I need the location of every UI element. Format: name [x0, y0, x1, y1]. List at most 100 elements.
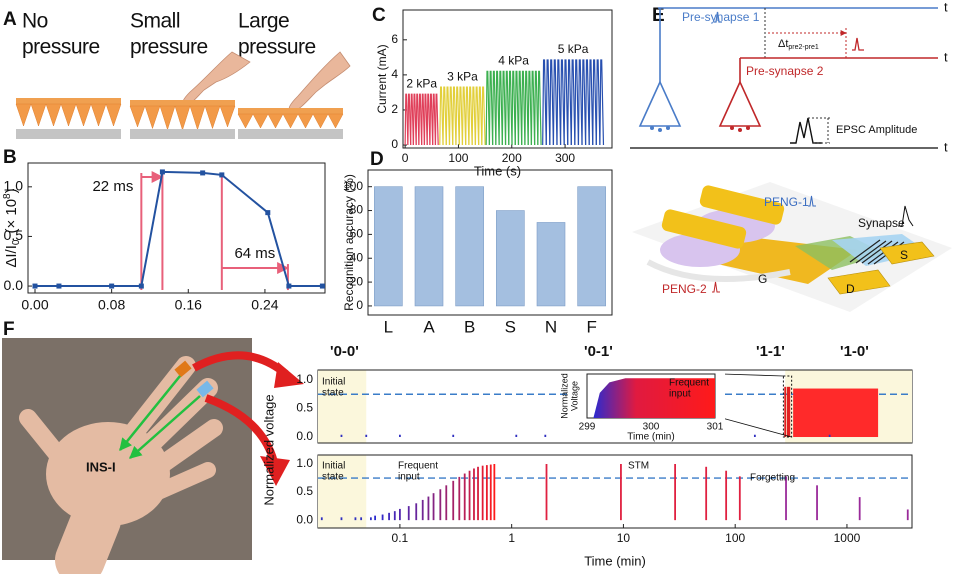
x-tick-label: A	[423, 317, 435, 336]
oscillation	[455, 86, 460, 146]
line	[34, 170, 323, 288]
plot-frame	[402, 9, 613, 149]
marker	[319, 283, 325, 289]
inset-source	[782, 375, 793, 438]
spike	[852, 37, 864, 51]
substrate	[16, 129, 121, 139]
y-tick-label: 1.0	[296, 372, 313, 386]
y-tick-label: 1.0	[296, 456, 313, 470]
y-axis-label: Normalized voltage	[261, 394, 276, 505]
oscillation	[478, 86, 483, 146]
spike	[714, 11, 722, 23]
oscillation	[461, 86, 467, 146]
substrate	[130, 129, 235, 139]
sensor-label: INS-I	[86, 459, 116, 474]
oscillation	[584, 59, 590, 146]
oscillation	[574, 59, 580, 146]
series-label: 4 kPa	[498, 54, 529, 68]
state-label: '1-0'	[840, 343, 869, 360]
y-axis-label: ΔI/I0 (× 108)	[2, 188, 22, 267]
oscillation	[410, 93, 414, 146]
photo	[2, 338, 304, 574]
oscillation	[504, 70, 510, 146]
x-tick-label: 0.16	[175, 296, 202, 312]
peng	[699, 185, 785, 225]
label: S	[900, 248, 908, 262]
panel-a: No pressure Small pressure Large pressur…	[15, 10, 351, 139]
y-tick-label: 1.0	[4, 178, 24, 194]
oscillation	[442, 86, 447, 146]
state-label: '0-1'	[584, 343, 613, 360]
annotation: Frequent	[398, 461, 438, 472]
y-tick-label: 80	[350, 203, 364, 217]
substrate	[238, 129, 343, 139]
marker	[56, 283, 62, 289]
oscillation	[521, 70, 526, 146]
peng	[661, 209, 747, 249]
panel-label: A	[3, 9, 17, 30]
span-label: 22 ms	[92, 178, 133, 195]
caption: Small	[130, 10, 180, 33]
state-label: '1-1'	[756, 343, 785, 360]
oscillation	[474, 86, 480, 146]
oscillation	[545, 59, 551, 146]
label: pre2-pre1	[788, 44, 818, 51]
annotation: input	[669, 389, 691, 400]
bar	[536, 222, 566, 307]
oscillation	[492, 70, 497, 146]
oscillation	[418, 93, 423, 146]
marker	[32, 283, 38, 289]
x-tick-label: 300	[555, 151, 575, 165]
state-label: '0-0'	[330, 343, 359, 360]
oscillation	[426, 93, 431, 146]
x-tick-label: N	[545, 317, 557, 336]
annotation: Forgetting	[750, 473, 795, 484]
inset-link	[721, 373, 784, 377]
film	[238, 108, 343, 114]
label: G	[758, 272, 767, 286]
x-axis-label: Time (min)	[584, 553, 646, 568]
y-tick-label: 0.0	[296, 512, 313, 526]
oscillation	[563, 59, 569, 146]
oscillation	[588, 59, 594, 146]
x-tick-label: 1	[508, 531, 515, 545]
y-axis-label: Recognition accuracy (%)	[342, 174, 356, 311]
oscillation	[448, 86, 454, 146]
pad	[827, 269, 891, 295]
panel-label: B	[3, 147, 17, 168]
oscillation	[556, 59, 562, 146]
series-label: 2 kPa	[406, 76, 437, 90]
x-tick-label: 10	[617, 531, 631, 545]
oscillation	[581, 59, 587, 146]
oscillation	[423, 93, 428, 146]
label: Δt	[778, 38, 788, 50]
annotation: input	[398, 472, 420, 483]
x-tick-label: 301	[707, 422, 724, 433]
oscillation	[415, 93, 420, 146]
oscillation	[537, 70, 542, 146]
film	[16, 98, 121, 104]
x-tick-label: 0.1	[392, 531, 409, 545]
pyramids	[237, 113, 344, 129]
y-tick-label: 0.5	[296, 401, 313, 415]
oscillation	[552, 59, 558, 146]
oscillation	[524, 70, 529, 146]
oscillation	[429, 93, 434, 146]
oscillation	[599, 59, 605, 146]
oscillation	[508, 70, 513, 146]
oscillation	[404, 93, 409, 146]
oscillation	[481, 86, 486, 146]
time-label: t	[944, 0, 948, 14]
oscillation	[511, 70, 516, 146]
y-axis-label: Current (mA)	[375, 44, 389, 113]
oscillation	[514, 70, 520, 146]
bar	[374, 186, 403, 307]
y-axis-label-part: 8	[2, 193, 13, 199]
oscillation	[421, 93, 426, 146]
y-axis-label-part: 0	[11, 239, 22, 245]
neuron	[718, 80, 762, 127]
y-tick-label: 6	[391, 32, 398, 46]
label: PENG-2	[662, 282, 707, 296]
x-tick-label: L	[384, 317, 393, 336]
pyramids	[15, 103, 122, 127]
